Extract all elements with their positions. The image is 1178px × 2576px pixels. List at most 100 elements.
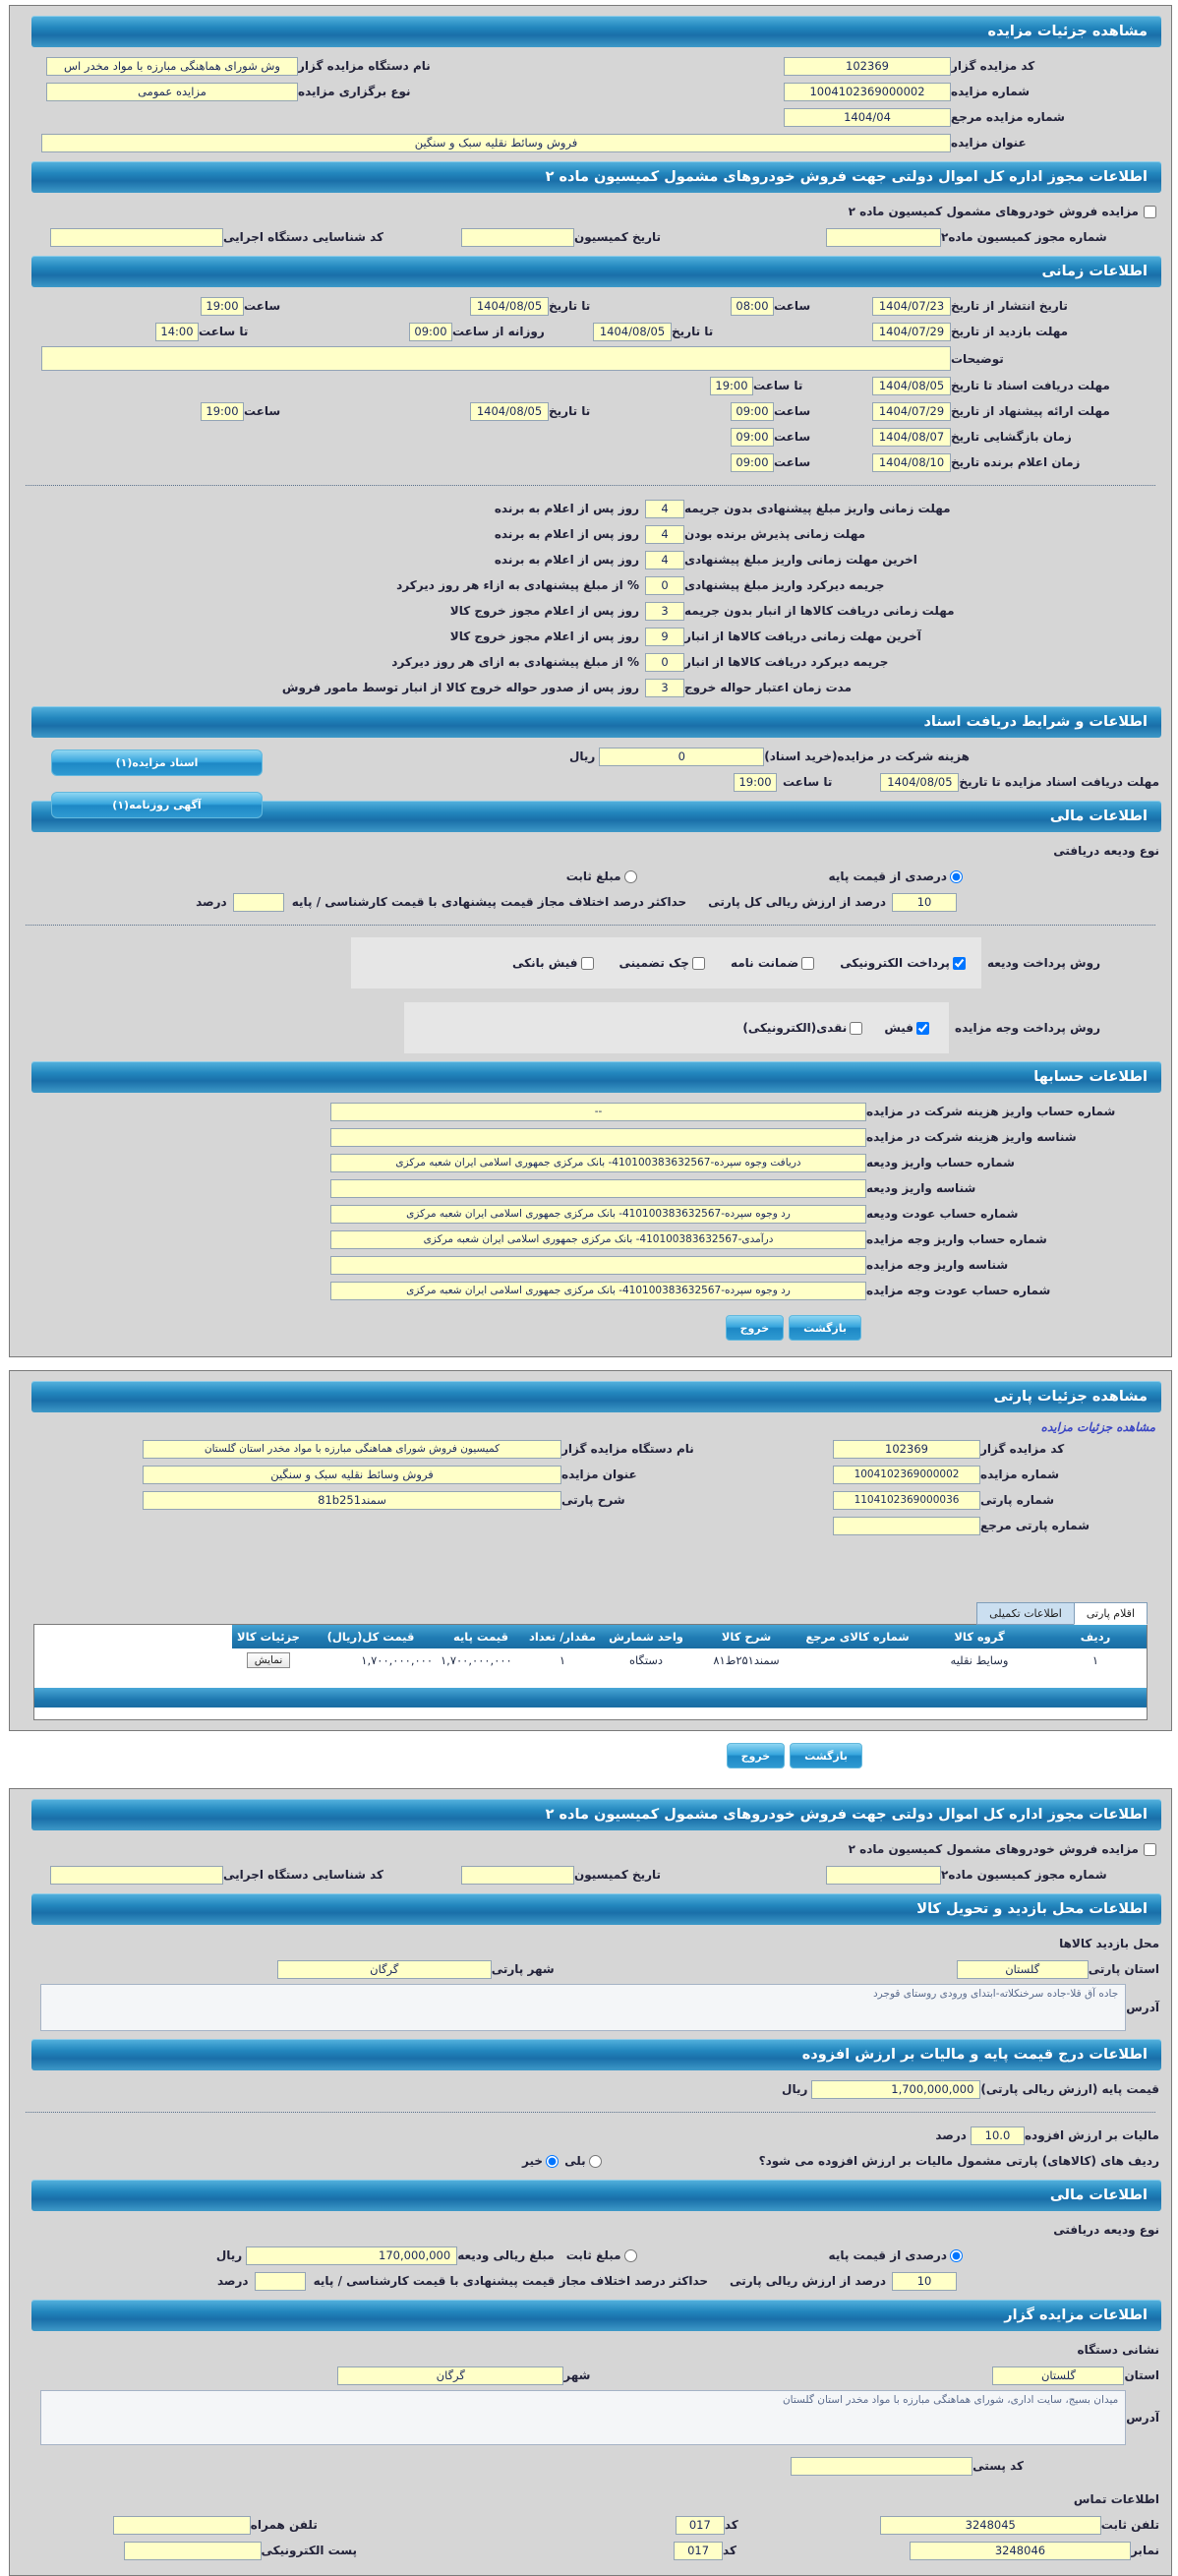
percent-of-base-option[interactable]: درصدی از قیمت پایه	[829, 869, 963, 883]
mobile-field[interactable]	[112, 2515, 251, 2535]
penalty-value-field[interactable]: 0	[645, 575, 684, 595]
account-field[interactable]	[330, 1127, 866, 1147]
penalty-value-field[interactable]: 3	[645, 601, 684, 621]
electronic-payment-option[interactable]: پرداخت الکترونیکی	[840, 956, 966, 970]
bank-receipt-checkbox[interactable]	[580, 956, 594, 970]
exec-code-field[interactable]	[50, 1865, 223, 1885]
article2-checkbox[interactable]	[1144, 205, 1156, 218]
party-address-field[interactable]: جاده آق قلا-جاده سرخنکلاته-ابتدای ورودی …	[40, 1984, 1127, 2031]
auction-number-field[interactable]: 1004102369000002	[784, 82, 951, 101]
visit-time-to-field[interactable]: 14:00	[155, 322, 199, 341]
commission-date-field[interactable]	[461, 227, 574, 247]
vat-no-option[interactable]: خیر	[522, 2154, 560, 2168]
tab-additional-info[interactable]: اطلاعات تکمیلی	[976, 1602, 1074, 1625]
auctioneer-code-field[interactable]: 102369	[833, 1439, 980, 1459]
base-price-field[interactable]: 1,700,000,000	[811, 2079, 981, 2099]
party-number-field[interactable]: 1104102369000036	[833, 1490, 980, 1510]
opening-date-field[interactable]: 1404/08/07	[872, 427, 951, 447]
penalty-value-field[interactable]: 4	[645, 524, 684, 544]
account-field[interactable]: رد وجوه سپرده-410100383632567- بانک مرکز…	[330, 1204, 866, 1224]
winner-date-field[interactable]: 1404/08/10	[872, 452, 951, 472]
fax-field[interactable]: 3248046	[909, 2541, 1131, 2560]
secured-check-option[interactable]: چک تضمینی	[619, 956, 705, 970]
guarantee-option[interactable]: ضمانت نامه	[731, 956, 815, 970]
vat-field[interactable]: 10.0	[970, 2126, 1025, 2145]
vat-yes-radio[interactable]	[588, 2154, 602, 2168]
exit-button[interactable]: خروج	[725, 1315, 785, 1341]
license-number-field[interactable]	[826, 227, 941, 247]
auctioneer-code-field[interactable]: 102369	[784, 56, 951, 76]
visit-from-field[interactable]: 1404/07/29	[872, 322, 951, 341]
bank-receipt-option[interactable]: فیش بانکی	[512, 956, 594, 970]
fixed-amount-option[interactable]: مبلغ ثابت	[566, 2248, 637, 2262]
cash-electronic-option[interactable]: نقدی(الکترونیکی)	[742, 1021, 863, 1035]
show-item-details-button[interactable]: نمایش	[246, 1652, 291, 1668]
penalty-value-field[interactable]: 0	[645, 652, 684, 672]
party-city-field[interactable]: گرگان	[276, 1959, 492, 1979]
license-number-field[interactable]	[826, 1865, 941, 1885]
winner-time-field[interactable]: 09:00	[731, 452, 774, 472]
back-button[interactable]: بازگشت	[790, 1743, 862, 1768]
commission-date-field[interactable]	[461, 1865, 574, 1885]
exec-code-field[interactable]	[50, 227, 223, 247]
party-province-field[interactable]: گلستان	[956, 1959, 1089, 1979]
publish-from-field[interactable]: 1404/07/23	[872, 296, 951, 316]
auctioneer-org-field[interactable]: کمیسیون فروش شورای هماهنگی مبارزه با موا…	[143, 1439, 561, 1459]
account-field[interactable]	[330, 1255, 866, 1275]
article2-checkbox[interactable]	[1144, 1842, 1156, 1856]
penalty-value-field[interactable]: 3	[645, 678, 684, 697]
organizer-province-field[interactable]: گلستان	[992, 2366, 1125, 2385]
postal-code-field[interactable]	[791, 2456, 973, 2476]
fee-field[interactable]: 0	[599, 747, 765, 766]
fax-code-field[interactable]: 017	[674, 2541, 724, 2560]
account-field[interactable]: --	[330, 1102, 866, 1121]
receipt-checkbox[interactable]	[916, 1021, 930, 1035]
newspaper-ad-button[interactable]: آگهی روزنامه(۱)	[51, 792, 263, 818]
account-field[interactable]: درآمدی-410100383632567- بانک مرکزی جمهور…	[330, 1229, 866, 1249]
visit-time-from-field[interactable]: 09:00	[409, 322, 452, 341]
account-field[interactable]: رد وجوه سپرده-410100383632567- بانک مرکز…	[330, 1281, 866, 1300]
auction-details-link[interactable]: مشاهده جزئیات مزایده	[1040, 1420, 1155, 1434]
vat-no-radio[interactable]	[546, 2154, 560, 2168]
opening-time-field[interactable]: 09:00	[731, 427, 774, 447]
electronic-payment-checkbox[interactable]	[952, 956, 966, 970]
percent-of-base-radio[interactable]	[950, 2248, 963, 2262]
docs-receive-deadline-time[interactable]: 19:00	[734, 772, 778, 792]
auction-ref-field[interactable]: 1404/04	[784, 107, 951, 127]
auctioneer-org-field[interactable]: وش شورای هماهنگی مبارزه با مواد مخدر اس	[46, 56, 298, 76]
penalty-value-field[interactable]: 9	[645, 627, 684, 646]
fixed-amount-option[interactable]: مبلغ ثابت	[566, 869, 637, 883]
tab-party-items[interactable]: اقلام پارتی	[1073, 1602, 1148, 1625]
offer-from-field[interactable]: 1404/07/29	[872, 401, 951, 421]
offer-from-time-field[interactable]: 09:00	[731, 401, 774, 421]
exit-button[interactable]: خروج	[726, 1743, 786, 1768]
phone-field[interactable]: 3248045	[879, 2515, 1101, 2535]
deposit-percent-field[interactable]: 10	[892, 2271, 957, 2291]
penalty-value-field[interactable]: 4	[645, 550, 684, 569]
account-field[interactable]: دریافت وجوه سپرده-410100383632567- بانک …	[330, 1153, 866, 1172]
docs-receive-deadline-date[interactable]: 1404/08/05	[880, 772, 960, 792]
grid-footer-bar[interactable]	[34, 1688, 1147, 1707]
visit-to-field[interactable]: 1404/08/05	[593, 322, 672, 341]
email-field[interactable]	[123, 2541, 262, 2560]
account-field[interactable]	[330, 1178, 866, 1198]
vat-yes-option[interactable]: بلی	[564, 2154, 602, 2168]
offer-to-field[interactable]: 1404/08/05	[470, 401, 549, 421]
back-button[interactable]: بازگشت	[789, 1315, 861, 1341]
auction-title-field[interactable]: فروش وسائط نقلیه سبک و سنگین	[41, 133, 951, 152]
organizer-address-field[interactable]: میدان بسیج، سایت اداری، شورای هماهنگی مب…	[40, 2390, 1127, 2445]
percent-of-base-option[interactable]: درصدی از قیمت پایه	[829, 2248, 963, 2262]
deposit-percent-field[interactable]: 10	[892, 892, 957, 912]
max-diff-field[interactable]	[254, 2271, 306, 2291]
organizer-city-field[interactable]: گرگان	[337, 2366, 564, 2385]
auction-title-field[interactable]: فروش وسائط نقلیه سبک و سنگین	[143, 1465, 561, 1484]
publish-from-time-field[interactable]: 08:00	[731, 296, 774, 316]
auction-documents-button[interactable]: اسناد مزایده(۱)	[51, 749, 263, 776]
cash-electronic-checkbox[interactable]	[850, 1021, 863, 1035]
deposit-amount-field[interactable]: 170,000,000	[246, 2246, 458, 2265]
party-ref-field[interactable]	[833, 1516, 980, 1535]
guarantee-checkbox[interactable]	[801, 956, 815, 970]
offer-to-time-field[interactable]: 19:00	[201, 401, 244, 421]
fixed-amount-radio[interactable]	[623, 869, 637, 883]
publish-to-time-field[interactable]: 19:00	[201, 296, 244, 316]
